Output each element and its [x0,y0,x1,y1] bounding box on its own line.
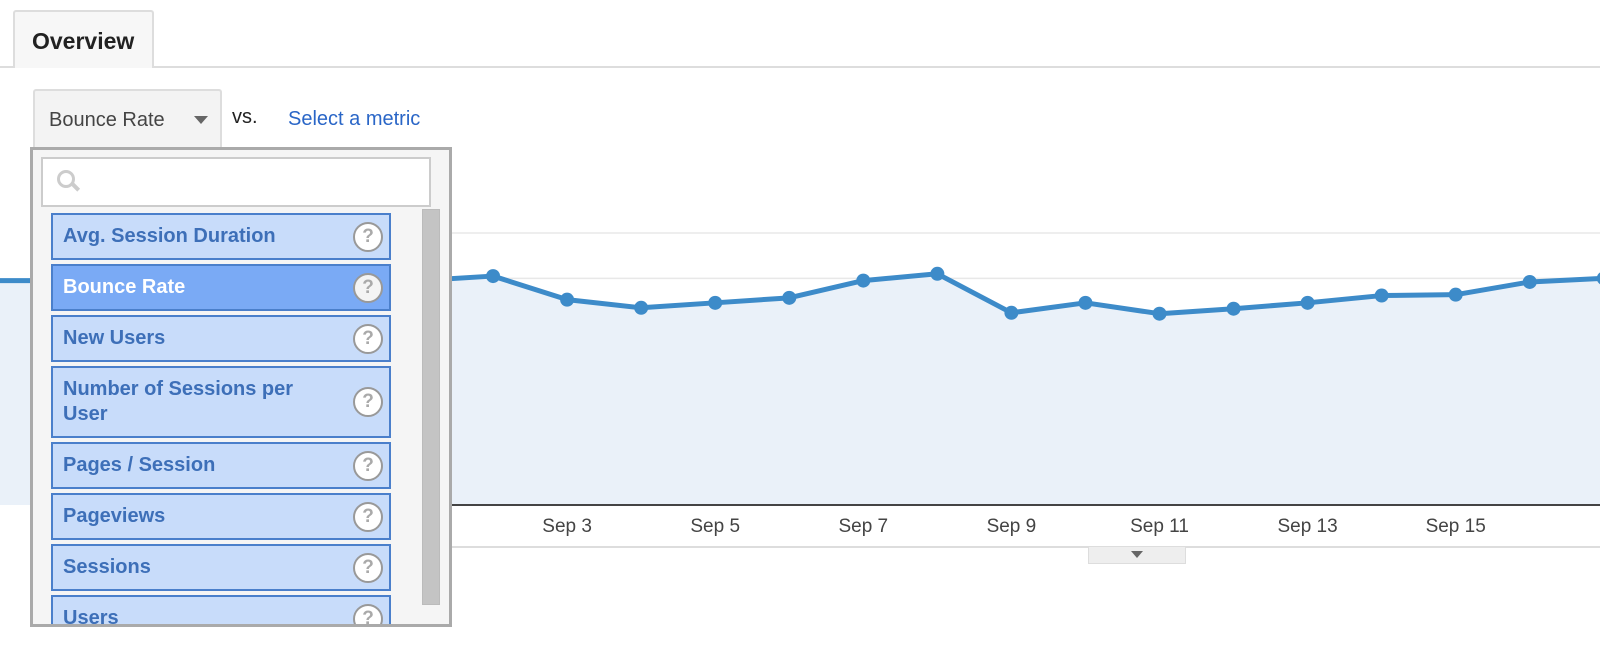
metric-option[interactable]: Users? [51,595,391,627]
tab-overview[interactable]: Overview [13,10,154,66]
question-circle-icon[interactable]: ? [353,501,383,532]
question-circle-icon[interactable]: ? [353,552,383,583]
data-point [486,269,501,284]
question-circle-icon[interactable]: ? [353,450,383,481]
x-tick-label: Sep 9 [986,516,1037,537]
data-point [1596,272,1600,285]
metric-option[interactable]: Number of Sessions per User? [51,366,391,438]
metric-list: Avg. Session Duration? Bounce Rate? New Us… [51,213,391,627]
caret-down-icon [1131,551,1143,558]
metric-search-input[interactable] [83,165,417,201]
question-circle-icon[interactable]: ? [353,387,383,417]
metric-option[interactable]: New Users? [51,315,391,362]
question-circle-icon[interactable]: ? [353,221,383,252]
x-tick-label: Sep 7 [838,516,889,537]
data-point [1226,301,1241,316]
metric-option-label: Avg. Session Duration [63,225,276,247]
metric-option-label: Sessions [63,556,151,578]
question-circle-icon[interactable]: ? [353,272,383,303]
selected-metric: Bounce Rate [49,109,165,131]
metric-option-label: Pages / Session [63,454,216,476]
tab-label: Overview [32,28,135,54]
x-tick-label: Sep 5 [690,516,741,537]
search-icon [57,170,75,188]
data-point [782,290,797,305]
metric-option[interactable]: Pages / Session? [51,442,391,489]
data-point [1152,306,1167,321]
x-tick-label: Sep 13 [1277,516,1338,537]
metric-option[interactable]: Sessions? [51,544,391,591]
vs-label: vs. [232,106,258,128]
x-tick-label: Sep 15 [1425,516,1486,537]
data-point [1004,305,1019,320]
metric-option-label: Pageviews [63,505,166,527]
x-tick-label: Sep 3 [542,516,592,537]
data-point [1448,287,1463,302]
caret-down-icon [194,116,208,124]
metric-option[interactable]: Pageviews? [51,493,391,540]
question-circle-icon[interactable]: ? [353,603,383,624]
data-point [1522,274,1537,289]
select-metric-link[interactable]: Select a metric [288,108,421,130]
data-point [634,300,649,315]
scrollbar[interactable] [422,209,440,605]
metric-option[interactable]: Avg. Session Duration? [51,213,391,260]
metric-option-label: Number of Sessions per User [63,378,294,425]
question-circle-icon[interactable]: ? [353,323,383,354]
series-line [0,271,1600,317]
data-point [1300,295,1315,310]
data-point [1078,295,1093,310]
tab-bar-divider [0,66,1600,68]
x-tick-label: Sep 11 [1130,516,1189,537]
metric-option-label: Bounce Rate [63,276,186,298]
data-point [560,292,575,307]
metric-dropdown-menu: Avg. Session Duration? Bounce Rate? New Us… [30,147,452,627]
data-point [708,295,723,310]
data-point [930,266,945,281]
data-point [1374,288,1389,303]
chart-collapse-toggle[interactable] [1088,547,1186,564]
metric-search[interactable] [41,157,431,207]
metric-option[interactable]: Bounce Rate? [51,264,391,311]
tab-active-cover [15,66,152,68]
metric-option-label: New Users [63,327,166,349]
data-point [856,273,871,288]
metric-dropdown-button[interactable]: Bounce Rate [33,89,222,149]
metric-option-label: Users [63,607,119,627]
